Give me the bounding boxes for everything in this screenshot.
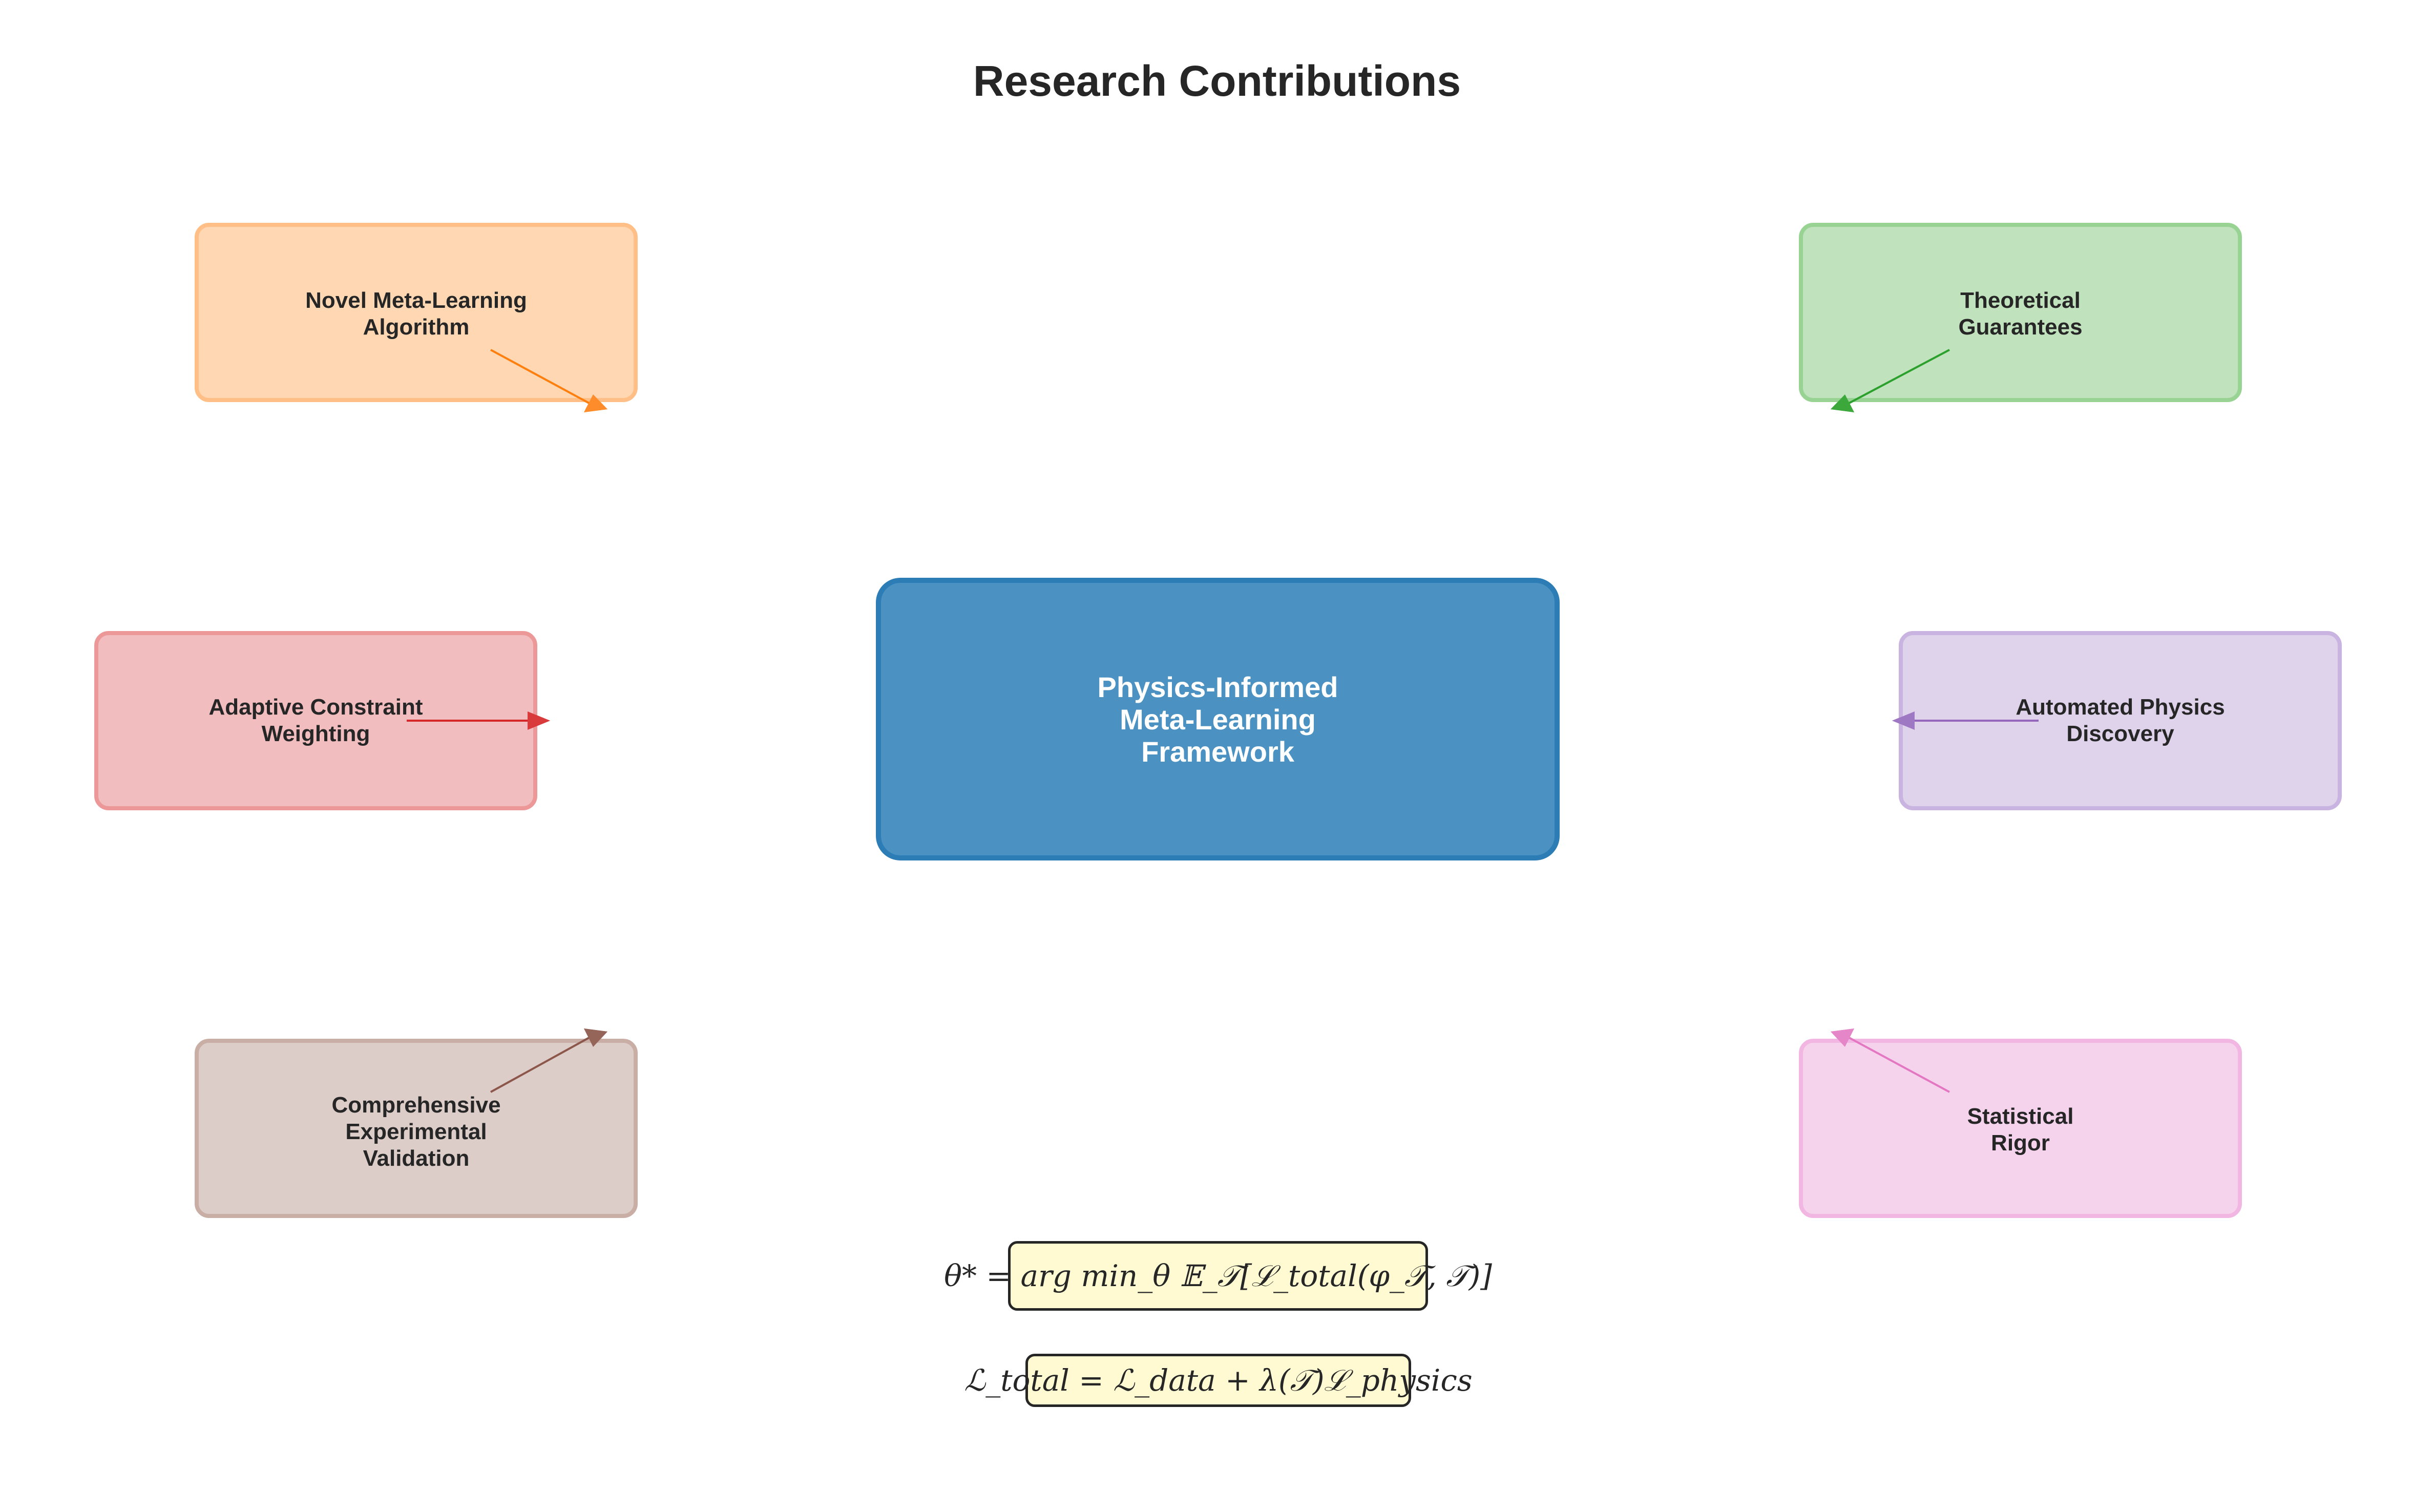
contribution-box-comprehensive-validation: Comprehensive Experimental Validation — [195, 1039, 638, 1218]
contribution-label: Automated Physics Discovery — [2016, 695, 2225, 746]
contribution-box-novel-meta-learning: Novel Meta-Learning Algorithm — [195, 223, 638, 402]
objective-equation: θ* = arg min_θ 𝔼_𝒯[ℒ_total(φ_𝒯, 𝒯)] — [944, 1241, 1492, 1311]
contribution-label: Adaptive Constraint Weighting — [208, 695, 423, 746]
contribution-label: Theoretical Guarantees — [1958, 288, 2083, 340]
central-framework-label: Physics-Informed Meta-Learning Framework — [1097, 670, 1338, 768]
central-framework-box: Physics-Informed Meta-Learning Framework — [876, 578, 1560, 860]
contribution-box-statistical-rigor: Statistical Rigor — [1799, 1039, 2242, 1218]
contribution-label: Statistical Rigor — [1967, 1104, 2074, 1156]
contribution-box-theoretical-guarantees: Theoretical Guarantees — [1799, 223, 2242, 402]
diagram-title: Research Contributions — [973, 57, 1461, 105]
contribution-box-adaptive-constraint: Adaptive Constraint Weighting — [94, 631, 537, 810]
contribution-label: Novel Meta-Learning Algorithm — [305, 288, 527, 340]
loss-equation: ℒ_total = ℒ_data + λ(𝒯)ℒ_physics — [964, 1354, 1473, 1407]
contribution-box-automated-physics: Automated Physics Discovery — [1899, 631, 2342, 810]
contribution-label: Comprehensive Experimental Validation — [331, 1093, 501, 1171]
